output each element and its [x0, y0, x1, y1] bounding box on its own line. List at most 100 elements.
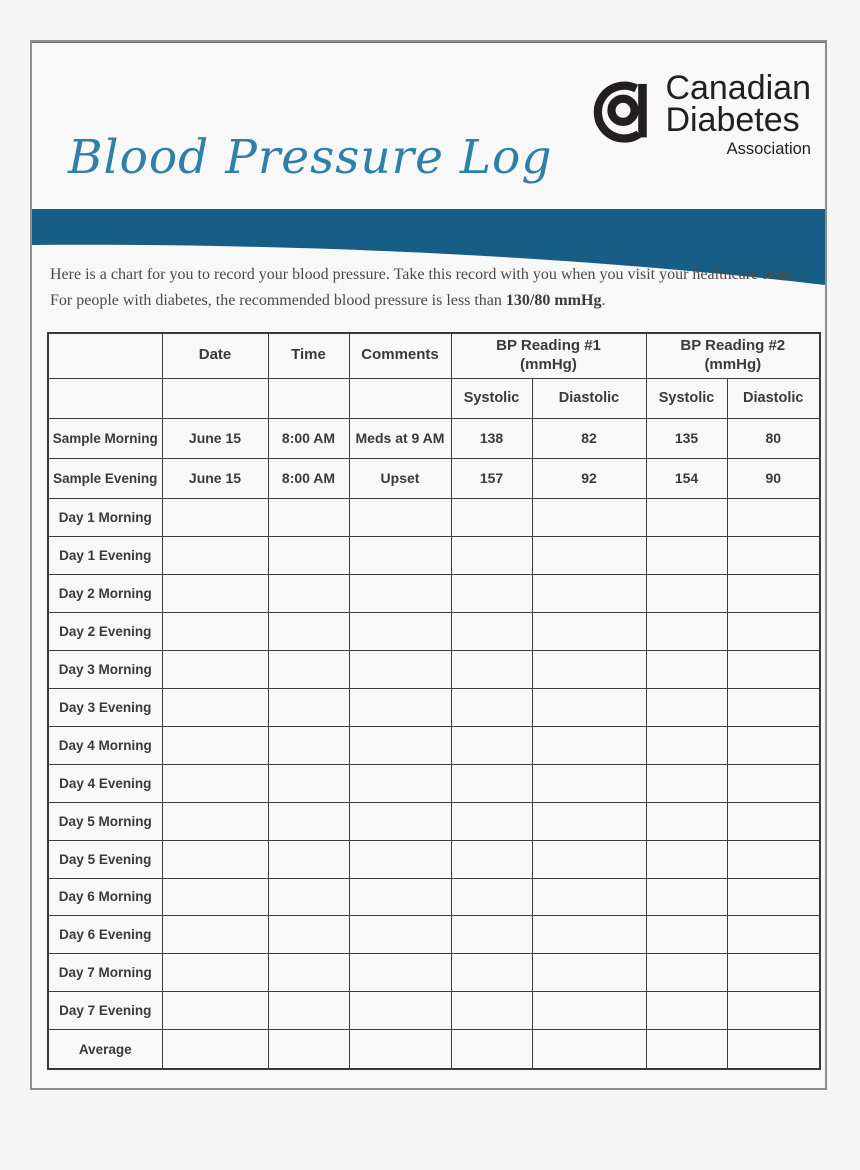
- table-row: Sample Evening June 15 8:00 AM Upset 157…: [47, 457, 821, 500]
- row-label: Day 6 Morning: [47, 877, 163, 917]
- cell-diastolic-1: [531, 687, 647, 727]
- header-time: Time: [267, 332, 350, 379]
- canadian-diabetes-logo: Canadian Diabetes Association: [592, 69, 811, 159]
- cell-comments: [348, 953, 452, 993]
- cell-comments: Upset: [348, 457, 452, 500]
- subheader-empty-comments: [348, 377, 452, 419]
- table-row: Sample Morning June 15 8:00 AM Meds at 9…: [47, 417, 821, 459]
- cell-diastolic-2: [726, 1029, 821, 1070]
- cell-diastolic-2: [726, 725, 821, 765]
- cell-time: [267, 801, 350, 841]
- cell-time: 8:00 AM: [267, 457, 350, 500]
- cell-systolic-2: [645, 991, 728, 1031]
- cell-time: [267, 536, 350, 575]
- cell-comments: [348, 536, 452, 575]
- cell-date: [161, 536, 269, 575]
- row-label: Sample Morning: [47, 417, 163, 459]
- row-label: Sample Evening: [47, 457, 163, 500]
- table-row: Day 4 Morning: [47, 725, 821, 765]
- row-label: Day 2 Morning: [47, 574, 163, 613]
- cell-time: [267, 991, 350, 1031]
- cell-systolic-2: [645, 915, 728, 955]
- subheader-systolic-2: Systolic: [645, 377, 728, 419]
- cell-comments: [348, 1029, 452, 1070]
- cell-time: [267, 763, 350, 803]
- table-header-row-2: Systolic Diastolic Systolic Diastolic: [47, 377, 821, 419]
- cell-diastolic-1: [531, 915, 647, 955]
- cell-systolic-2: [645, 953, 728, 993]
- cell-diastolic-1: [531, 991, 647, 1031]
- cell-systolic-2: [645, 877, 728, 917]
- cell-diastolic-2: [726, 953, 821, 993]
- row-label: Day 3 Evening: [47, 687, 163, 727]
- cell-date: [161, 915, 269, 955]
- subheader-diastolic-2: Diastolic: [726, 377, 821, 419]
- cell-diastolic-1: [531, 536, 647, 575]
- table-row: Day 1 Morning: [47, 498, 821, 538]
- cell-systolic-1: [450, 498, 533, 538]
- cell-diastolic-1: [531, 953, 647, 993]
- cell-time: [267, 611, 350, 651]
- cell-comments: [348, 801, 452, 841]
- intro-line-2: For people with diabetes, the recommende…: [50, 292, 606, 309]
- cell-comments: [348, 915, 452, 955]
- cell-date: June 15: [161, 417, 269, 459]
- cell-diastolic-2: [726, 649, 821, 689]
- cell-systolic-2: 154: [645, 457, 728, 500]
- cell-diastolic-1: [531, 801, 647, 841]
- cell-diastolic-1: 92: [531, 457, 647, 500]
- cda-d-mark-icon: [594, 81, 648, 143]
- header-bp-reading-1: BP Reading #1 (mmHg): [450, 332, 647, 379]
- cell-time: [267, 687, 350, 727]
- cell-diastolic-2: [726, 687, 821, 727]
- subheader-empty-label: [47, 377, 163, 419]
- cell-diastolic-1: [531, 574, 647, 613]
- header-bp-reading-2: BP Reading #2 (mmHg): [645, 332, 821, 379]
- cell-diastolic-2: [726, 574, 821, 613]
- cell-time: 8:00 AM: [267, 417, 350, 459]
- table-row: Average: [47, 1029, 821, 1070]
- cell-date: [161, 763, 269, 803]
- table-row: Day 2 Morning: [47, 574, 821, 613]
- cell-systolic-2: [645, 801, 728, 841]
- cell-comments: Meds at 9 AM: [348, 417, 452, 459]
- cell-time: [267, 649, 350, 689]
- logo-line-canadian: Canadian: [665, 69, 811, 107]
- cell-systolic-2: [645, 536, 728, 575]
- table-row: Day 3 Morning: [47, 649, 821, 689]
- cell-systolic-2: [645, 1029, 728, 1070]
- intro-text: Here is a chart for you to record your b…: [50, 262, 810, 314]
- table-row: Day 3 Evening: [47, 687, 821, 727]
- cell-diastolic-2: [726, 915, 821, 955]
- subheader-empty-time: [267, 377, 350, 419]
- logo-wordmark: Canadian Diabetes Association: [665, 69, 811, 159]
- row-label: Average: [47, 1029, 163, 1070]
- cell-systolic-1: [450, 801, 533, 841]
- row-label: Day 7 Morning: [47, 953, 163, 993]
- table-row: Day 5 Morning: [47, 801, 821, 841]
- table-header-row-1: Date Time Comments BP Reading #1 (mmHg) …: [47, 332, 821, 379]
- row-label: Day 3 Morning: [47, 649, 163, 689]
- row-label: Day 4 Evening: [47, 763, 163, 803]
- cell-diastolic-1: [531, 839, 647, 879]
- cell-date: [161, 877, 269, 917]
- cell-diastolic-2: 90: [726, 457, 821, 500]
- cell-time: [267, 725, 350, 765]
- cell-diastolic-2: 80: [726, 417, 821, 459]
- cell-systolic-1: [450, 763, 533, 803]
- row-label: Day 7 Evening: [47, 991, 163, 1031]
- table-row: Day 2 Evening: [47, 611, 821, 651]
- row-label: Day 5 Morning: [47, 801, 163, 841]
- cell-systolic-1: 157: [450, 457, 533, 500]
- cell-time: [267, 1029, 350, 1070]
- cell-date: [161, 953, 269, 993]
- cell-diastolic-2: [726, 801, 821, 841]
- cell-diastolic-2: [726, 611, 821, 651]
- cell-time: [267, 574, 350, 613]
- cell-systolic-1: [450, 687, 533, 727]
- row-label: Day 5 Evening: [47, 839, 163, 879]
- cell-comments: [348, 649, 452, 689]
- table-body: Sample Morning June 15 8:00 AM Meds at 9…: [47, 417, 821, 1070]
- cell-diastolic-2: [726, 877, 821, 917]
- cell-comments: [348, 725, 452, 765]
